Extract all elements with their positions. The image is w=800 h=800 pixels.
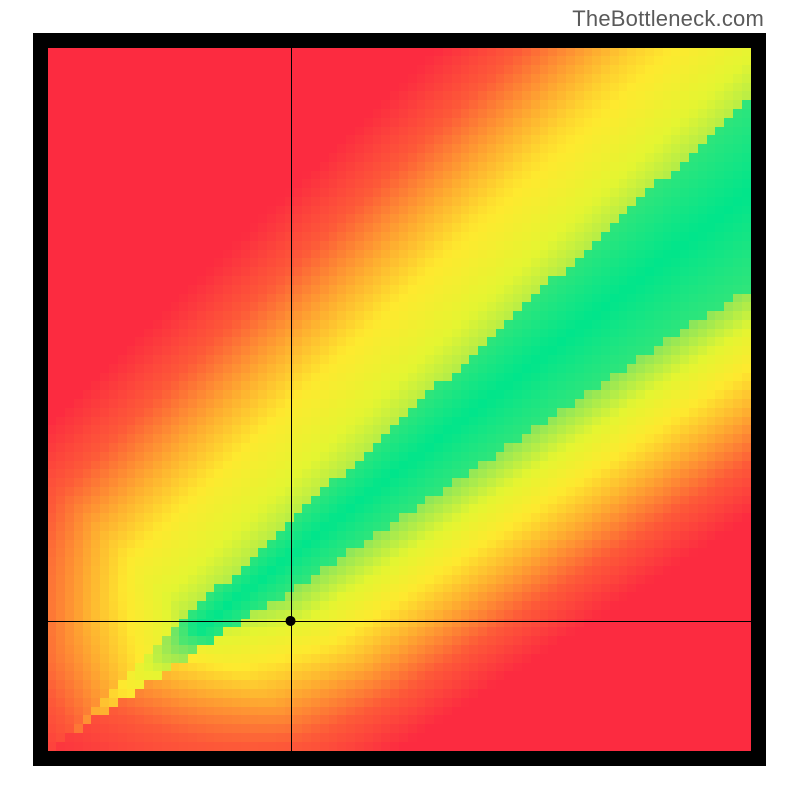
crosshair-vertical-line [291,48,292,751]
crosshair-horizontal-line [48,621,751,622]
bottleneck-heatmap [48,48,751,751]
watermark-text: TheBottleneck.com [572,6,764,32]
plot-outer-frame [33,33,766,766]
